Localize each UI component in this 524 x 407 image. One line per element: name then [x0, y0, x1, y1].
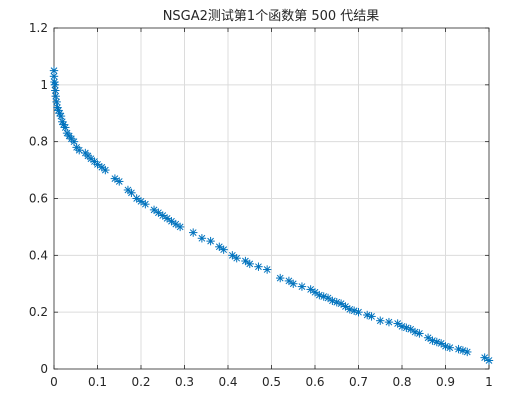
x-tick-label: 0.7	[349, 375, 368, 389]
data-point	[232, 253, 241, 263]
data-point	[245, 259, 254, 269]
x-tick-label: 0.5	[262, 375, 281, 389]
data-point	[310, 288, 320, 297]
y-tick-label: 0.8	[29, 135, 48, 149]
data-point	[93, 160, 102, 169]
data-point	[136, 197, 146, 206]
data-point	[162, 214, 172, 223]
data-point	[132, 194, 141, 203]
data-point	[354, 307, 363, 317]
axes	[53, 27, 490, 370]
x-tick-label: 0.8	[392, 375, 411, 389]
x-tick-label: 0.2	[131, 375, 150, 389]
data-point	[363, 310, 372, 320]
data-point	[56, 111, 66, 121]
data-point	[167, 217, 176, 226]
data-point	[336, 299, 346, 308]
y-tick-label: 0.2	[29, 305, 48, 319]
tick-labels: 0 0.1 0.2 0.3 0.4 0.5 0.6 0.7 0.8 0.9 1 0 0.2 0.4 0.6 0…	[29, 21, 493, 389]
data-point	[393, 319, 402, 328]
data-point	[219, 245, 228, 254]
data-point	[154, 208, 163, 217]
data-point	[428, 336, 437, 345]
x-tick-label: 0.4	[218, 375, 237, 389]
data-point	[484, 356, 494, 365]
data-point	[445, 343, 455, 352]
data-point	[406, 325, 415, 334]
data-point	[206, 236, 215, 246]
data-point	[158, 211, 167, 220]
data-point	[306, 285, 315, 294]
y-tick-label: 0	[40, 362, 48, 376]
data-point	[141, 199, 150, 209]
data-point	[436, 339, 446, 348]
data-point	[254, 262, 263, 271]
y-tick-label: 0.4	[29, 248, 48, 262]
data-point	[75, 145, 84, 155]
data-markers	[49, 66, 494, 365]
y-tick-label: 1.2	[29, 21, 48, 35]
data-point	[197, 234, 207, 243]
data-point	[328, 296, 337, 305]
data-point	[51, 92, 60, 101]
data-point	[171, 219, 180, 229]
data-point	[367, 312, 376, 321]
chart-title: NSGA2测试第1个函数第 500 代结果	[163, 9, 380, 24]
x-tick-label: 0	[50, 375, 58, 389]
data-point	[276, 273, 285, 283]
data-point	[115, 177, 124, 186]
y-tick-label: 0.6	[29, 192, 48, 206]
data-point	[110, 174, 120, 183]
data-point	[289, 279, 298, 288]
x-tick-label: 0.3	[175, 375, 194, 389]
grid-lines	[54, 28, 489, 369]
data-point	[215, 242, 224, 252]
data-point	[284, 276, 294, 286]
data-point	[415, 329, 424, 338]
data-point	[52, 97, 61, 107]
x-tick-label: 0.9	[436, 375, 455, 389]
data-point	[297, 282, 307, 291]
data-point	[341, 302, 350, 311]
x-tick-label: 1	[485, 375, 493, 389]
data-point	[262, 265, 272, 274]
data-point	[149, 205, 159, 215]
data-point	[61, 123, 70, 132]
data-point	[101, 165, 110, 175]
data-point	[228, 251, 237, 260]
data-point	[384, 317, 394, 327]
data-point	[323, 293, 333, 303]
data-point	[189, 228, 198, 237]
x-tick-label: 0.6	[305, 375, 324, 389]
data-point	[423, 333, 433, 342]
data-point	[376, 316, 385, 325]
data-point	[127, 188, 136, 198]
data-point	[175, 222, 185, 232]
data-point	[463, 347, 472, 357]
data-point	[241, 256, 250, 266]
data-point	[432, 337, 441, 347]
x-tick-label: 0.1	[88, 375, 107, 389]
y-tick-label: 1	[40, 78, 48, 92]
data-point	[480, 353, 489, 362]
